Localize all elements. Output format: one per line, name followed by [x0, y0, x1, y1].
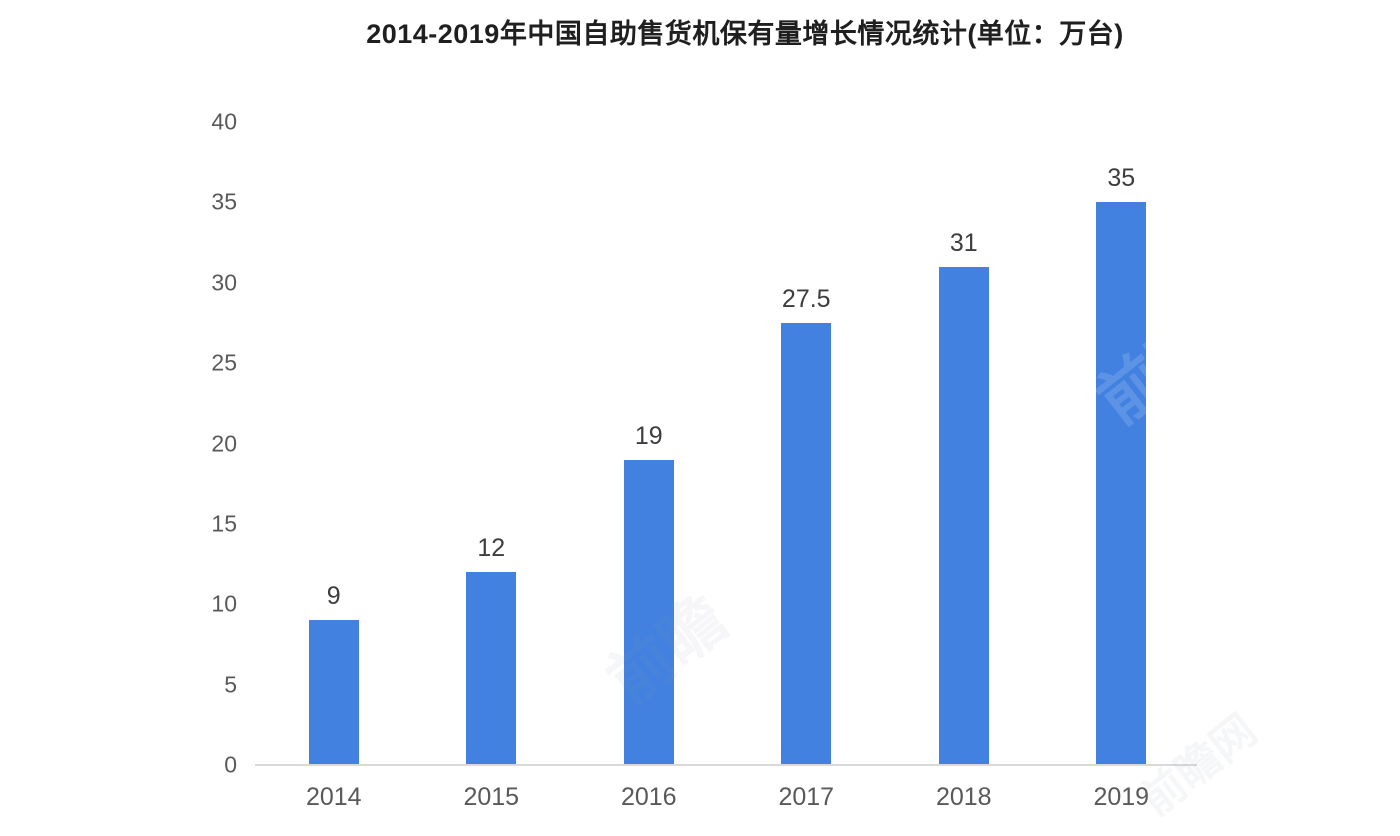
bar-value-label-2017: 27.5: [781, 284, 831, 313]
y-tick-label-5: 5: [224, 671, 237, 698]
x-tick-label-2016: 2016: [620, 783, 677, 811]
chart-title: 2014-2019年中国自助售货机保有量增长情况统计(单位：万台): [366, 19, 1124, 49]
x-tick-label-2017: 2017: [778, 783, 835, 811]
bar-2017: [781, 322, 832, 765]
bar-value-label-2016: 19: [634, 421, 663, 450]
y-tick-label-25: 25: [211, 349, 237, 376]
bar-value-label-2014: 9: [326, 582, 341, 611]
y-tick-label-10: 10: [211, 590, 237, 617]
bar-value-label-2019: 35: [1107, 164, 1136, 193]
bar-2018: [938, 266, 989, 765]
y-tick-label-40: 40: [211, 108, 237, 135]
y-tick-label-0: 0: [224, 751, 237, 778]
bar-value-label-2015: 12: [477, 534, 506, 563]
bar-2014: [308, 620, 359, 765]
y-tick-label-35: 35: [211, 188, 237, 215]
x-tick-label-2015: 2015: [463, 783, 520, 811]
bar-2019: [1096, 202, 1147, 765]
y-tick-label-15: 15: [211, 510, 237, 537]
x-tick-label-2014: 2014: [305, 783, 362, 811]
x-axis-line: [255, 764, 1197, 766]
x-tick-label-2018: 2018: [935, 783, 992, 811]
y-tick-label-30: 30: [211, 269, 237, 296]
bar-2016: [623, 459, 674, 765]
y-tick-label-20: 20: [211, 430, 237, 456]
bar-2015: [466, 572, 517, 765]
x-tick-label-2019: 2019: [1093, 783, 1150, 811]
bar-value-label-2018: 31: [949, 228, 978, 257]
